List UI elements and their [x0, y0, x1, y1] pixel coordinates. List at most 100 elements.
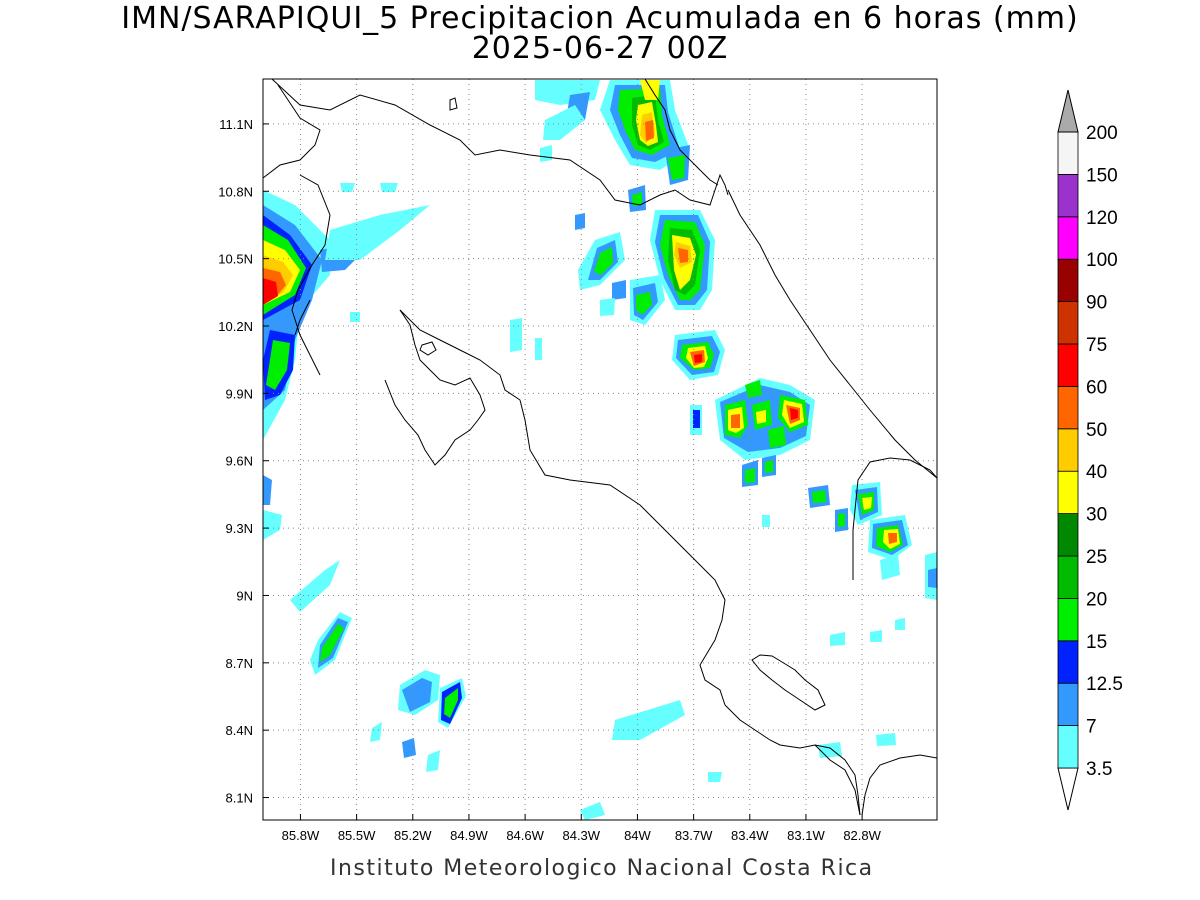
- isla-ometepe: [449, 97, 458, 111]
- precip-area: [708, 772, 722, 782]
- latitude-axis: 11.1N 10.8N 10.5N 10.2N 9.9N 9.6N 9.3N 9N 8.7N 8.…: [218, 117, 269, 806]
- grid-lines: [263, 79, 937, 820]
- precip-area: [543, 105, 585, 140]
- colorbar-swatch: [1057, 725, 1079, 769]
- precip-area: [510, 318, 522, 352]
- precip-area: [402, 738, 416, 758]
- precip-area: [370, 722, 382, 742]
- map-title: IMN/SARAPIQUI_5 Precipitacion Acumulada …: [121, 1, 1079, 36]
- colorbar-min-arrow: [1057, 767, 1079, 811]
- lat-tick-label: 11.1N: [219, 117, 253, 132]
- precip-area: [340, 183, 355, 192]
- precip-area: [263, 278, 278, 305]
- caribbean-coast-north: [644, 79, 719, 186]
- precip-area: [862, 497, 872, 510]
- colorbar-label: 15: [1086, 632, 1107, 653]
- lon-tick-label: 84.3W: [562, 828, 600, 843]
- precip-area: [668, 155, 685, 180]
- colorbar-label: 100: [1086, 250, 1118, 271]
- lat-tick-label: 8.4N: [226, 723, 253, 738]
- colorbar-swatch: [1057, 555, 1079, 599]
- precip-area: [768, 426, 786, 448]
- river-border: [294, 299, 311, 336]
- lat-tick-label: 10.5N: [218, 252, 253, 267]
- precip-area: [444, 688, 458, 718]
- colorbar-label: 20: [1086, 589, 1107, 610]
- precip-area: [426, 750, 440, 772]
- precip-area: [612, 280, 626, 300]
- colorbar-swatch: [1057, 343, 1079, 387]
- colorbar-swatch: [1057, 598, 1079, 642]
- precip-area: [790, 408, 798, 420]
- precip-area: [290, 560, 340, 612]
- colorbar-label: 90: [1086, 293, 1107, 314]
- lon-tick-label: 84.9W: [450, 828, 488, 843]
- lon-tick-label: 85.8W: [282, 828, 320, 843]
- map-frame: [262, 78, 938, 821]
- lon-tick-label: 85.5W: [338, 828, 376, 843]
- precip-area: [694, 354, 702, 363]
- precip-area: [745, 380, 762, 398]
- lon-tick-label: 83.1W: [787, 828, 825, 843]
- colorbar-label: 75: [1086, 335, 1107, 356]
- precip-area: [612, 700, 685, 740]
- colorbar-swatch: [1057, 640, 1079, 684]
- precipitation-field: [263, 80, 937, 820]
- colorbar-label: 7: [1086, 717, 1097, 738]
- precip-area: [830, 632, 845, 646]
- panama-coast-south: [861, 754, 937, 816]
- lon-tick-label: 84W: [624, 828, 651, 843]
- colorbar-label: 60: [1086, 377, 1107, 398]
- lat-tick-label: 9.3N: [226, 521, 253, 536]
- nicoya-peninsula: [384, 309, 486, 466]
- colorbar-swatch: [1057, 513, 1079, 557]
- colorbar-swatch: [1057, 428, 1079, 472]
- gulf-nicoya: [399, 309, 726, 706]
- lon-tick-label: 84.6W: [506, 828, 544, 843]
- nicaragua-border: [271, 79, 729, 206]
- precip-area: [876, 733, 896, 746]
- colorbar-swatch: [1057, 216, 1079, 260]
- lat-tick-label: 9.9N: [226, 386, 253, 401]
- golfo-dulce: [751, 654, 826, 711]
- colorbar-swatch: [1057, 470, 1079, 515]
- colorbar-swatch: [1057, 173, 1079, 218]
- caribbean-coast: [727, 189, 937, 479]
- lon-tick-label: 85.2W: [394, 828, 432, 843]
- precip-area: [535, 338, 542, 360]
- panama-border: [852, 457, 937, 580]
- precip-area: [600, 298, 615, 316]
- longitude-axis: 85.8W 85.5W 85.2W 84.9W 84.6W 84.3W 84W 83.7W 83…: [282, 814, 882, 843]
- burica: [814, 744, 861, 816]
- lat-tick-label: 9N: [236, 588, 253, 603]
- colorbar-max-arrow: [1057, 89, 1079, 133]
- osa-peninsula: [724, 704, 861, 816]
- colorbar-label: 150: [1086, 165, 1118, 186]
- precip-area: [765, 460, 773, 473]
- precip-area: [812, 490, 826, 503]
- colorbar-label: 200: [1086, 123, 1118, 144]
- colorbar-swatch: [1057, 385, 1079, 430]
- lat-tick-label: 10.2N: [218, 319, 253, 334]
- colorbar-label: 50: [1086, 420, 1107, 441]
- guanacaste-coast: [291, 174, 331, 376]
- coastlines: [263, 79, 937, 816]
- map-datetime: 2025-06-27 00Z: [471, 31, 729, 66]
- colorbar-label: 3.5: [1086, 759, 1112, 780]
- footer-credit: Instituto Meteorologico Nacional Costa R…: [330, 856, 874, 881]
- precip-area: [636, 292, 652, 315]
- precip-area: [575, 213, 585, 230]
- precip-area: [888, 533, 897, 544]
- precip-area: [756, 410, 766, 424]
- precip-area: [320, 624, 344, 662]
- precip-area: [928, 568, 937, 588]
- colorbar-swatch: [1057, 301, 1079, 345]
- colorbar-label: 12.5: [1086, 674, 1123, 695]
- precip-area: [762, 515, 770, 527]
- precip-area: [678, 248, 688, 263]
- precip-area: [594, 247, 613, 275]
- colorbar-label: 40: [1086, 462, 1107, 483]
- lon-tick-label: 83.4W: [731, 828, 769, 843]
- precip-area: [540, 145, 552, 162]
- lat-tick-label: 8.1N: [226, 791, 253, 806]
